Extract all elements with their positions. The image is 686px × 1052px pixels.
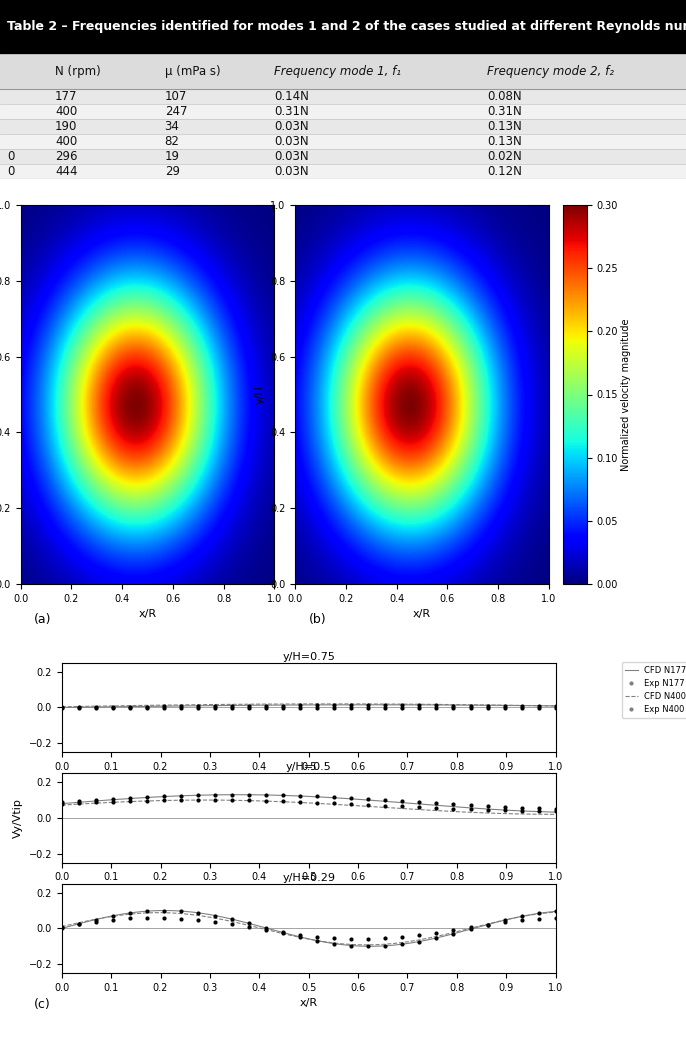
- FancyBboxPatch shape: [0, 54, 686, 89]
- Text: Table 2 – Frequencies identified for modes 1 and 2 of the cases studied at diffe: Table 2 – Frequencies identified for mod…: [7, 20, 686, 34]
- Title: y/H=0.5: y/H=0.5: [286, 763, 331, 772]
- Text: 190: 190: [55, 120, 78, 134]
- Text: 0.31N: 0.31N: [274, 105, 309, 118]
- Text: 0.13N: 0.13N: [487, 120, 522, 134]
- Legend: CFD N177, Exp N177, CFD N400, Exp N400: CFD N177, Exp N177, CFD N400, Exp N400: [622, 663, 686, 717]
- Text: 0.03N: 0.03N: [274, 150, 309, 163]
- FancyBboxPatch shape: [0, 134, 686, 149]
- Text: 0.08N: 0.08N: [487, 90, 521, 103]
- Y-axis label: Normalized velocity magnitude: Normalized velocity magnitude: [621, 319, 630, 470]
- Text: 400: 400: [55, 135, 77, 148]
- Text: 29: 29: [165, 165, 180, 178]
- Text: μ (mPa s): μ (mPa s): [165, 65, 220, 78]
- Text: 296: 296: [55, 150, 78, 163]
- Text: 177: 177: [55, 90, 78, 103]
- Text: 0.12N: 0.12N: [487, 165, 522, 178]
- Text: 0.14N: 0.14N: [274, 90, 309, 103]
- Text: 0.03N: 0.03N: [274, 135, 309, 148]
- Text: 34: 34: [165, 120, 180, 134]
- Text: 0.31N: 0.31N: [487, 105, 522, 118]
- X-axis label: x/R: x/R: [139, 609, 156, 620]
- X-axis label: x/R: x/R: [300, 998, 318, 1009]
- Text: (c): (c): [34, 997, 51, 1011]
- Text: 444: 444: [55, 165, 78, 178]
- FancyBboxPatch shape: [0, 149, 686, 164]
- Title: y/H=0.75: y/H=0.75: [282, 652, 335, 662]
- Text: Frequency mode 1, f₁: Frequency mode 1, f₁: [274, 65, 401, 78]
- Text: 0: 0: [7, 150, 14, 163]
- Title: y/H=0.29: y/H=0.29: [282, 873, 335, 883]
- FancyBboxPatch shape: [0, 164, 686, 179]
- Text: 0: 0: [7, 165, 14, 178]
- Text: N (rpm): N (rpm): [55, 65, 101, 78]
- X-axis label: x/R: x/R: [413, 609, 431, 620]
- Text: (a): (a): [34, 612, 52, 626]
- Text: Frequency mode 2, f₂: Frequency mode 2, f₂: [487, 65, 614, 78]
- Text: 400: 400: [55, 105, 77, 118]
- FancyBboxPatch shape: [0, 0, 686, 54]
- Text: 0.03N: 0.03N: [274, 120, 309, 134]
- Text: 82: 82: [165, 135, 180, 148]
- Text: 0.02N: 0.02N: [487, 150, 522, 163]
- Text: 19: 19: [165, 150, 180, 163]
- Text: 247: 247: [165, 105, 187, 118]
- FancyBboxPatch shape: [0, 89, 686, 104]
- Text: 107: 107: [165, 90, 187, 103]
- FancyBboxPatch shape: [0, 119, 686, 134]
- Text: 0.13N: 0.13N: [487, 135, 522, 148]
- Y-axis label: Vy/Vtip: Vy/Vtip: [13, 798, 23, 837]
- Text: (b): (b): [309, 612, 327, 626]
- Y-axis label: y/H: y/H: [255, 385, 264, 404]
- Text: 0.03N: 0.03N: [274, 165, 309, 178]
- FancyBboxPatch shape: [0, 104, 686, 119]
